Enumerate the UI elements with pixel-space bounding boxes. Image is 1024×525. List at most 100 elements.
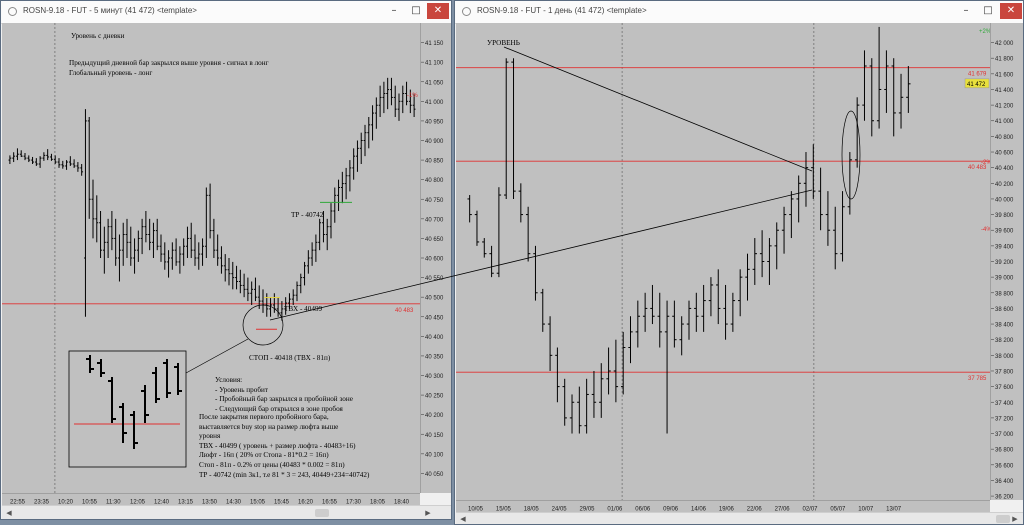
x-tick-label: 16:55 xyxy=(322,500,338,506)
inset-bar xyxy=(97,359,105,377)
ohlc-bar xyxy=(825,191,831,246)
right-time-axis-svg: 10/05 15/05 18/05 24/05 29/05 01/06 06/06 09/06… xyxy=(468,507,902,513)
close-icon[interactable]: ✕ xyxy=(1000,3,1022,19)
y-tick-label: 36 400 xyxy=(995,479,1014,485)
annotation-global-level: Глобальный уровень - лонг xyxy=(69,69,153,77)
annotation-tvh: ТВХ - 40499 xyxy=(284,305,323,313)
y-tick-label: 40 300 xyxy=(425,374,444,380)
y-tick-label: 37 200 xyxy=(995,416,1014,422)
ohlc-bar xyxy=(46,149,50,161)
left-time-axis[interactable]: 22:55 23:35 10:20 10:55 11:30 12:05 12:40 13:15… xyxy=(2,493,420,506)
ohlc-bar xyxy=(378,85,382,117)
ohlc-bar xyxy=(518,183,524,223)
ohlc-bar xyxy=(599,363,604,418)
scroll-left-icon[interactable]: ◀ xyxy=(6,509,12,517)
ohlc-bar xyxy=(50,153,53,161)
left-time-axis-svg: 22:55 23:35 10:20 10:55 11:30 12:05 12:40 13:15… xyxy=(10,500,410,506)
ohlc-bar xyxy=(250,281,254,305)
ohlc-bar xyxy=(31,156,34,164)
y-tick-label: 38 600 xyxy=(995,307,1014,313)
right-plot-area[interactable]: 41 679 40 483 37 785 +2% -2% -4% 41 472 xyxy=(456,23,990,500)
annotation-level-heading: Уровень с дневки xyxy=(71,32,125,40)
ohlc-bar xyxy=(474,210,480,246)
ohlc-bar xyxy=(201,238,204,266)
ohlc-bar xyxy=(136,230,140,262)
calc-line: уровня xyxy=(199,432,221,441)
inset-bar xyxy=(141,385,149,423)
ohlc-bar xyxy=(382,81,386,114)
right-horizontal-scrollbar[interactable]: ◀ ▶ xyxy=(456,512,1023,524)
ohlc-bar xyxy=(876,26,882,129)
level-price-label: 37 785 xyxy=(968,376,987,382)
calc-line: Стоп - 81п - 0.2% от цены (40483 * 0.002… xyxy=(199,460,345,469)
ohlc-bar xyxy=(397,93,401,121)
ohlc-bar xyxy=(803,152,809,207)
x-tick-label: 12:05 xyxy=(130,500,146,506)
ohlc-bar xyxy=(84,109,87,317)
ohlc-bar xyxy=(701,284,706,332)
x-tick-label: 29/05 xyxy=(580,507,596,513)
ohlc-bar xyxy=(504,58,509,199)
ohlc-bar xyxy=(591,370,597,418)
right-title-bar[interactable]: ROSN-9.18 - FUT - 1 день (41 472) <templ… xyxy=(455,1,1023,24)
inset-bar xyxy=(108,377,116,423)
scroll-right-icon[interactable]: ▶ xyxy=(1012,515,1018,523)
ohlc-bar xyxy=(840,191,845,262)
percent-label: -2% xyxy=(981,160,990,166)
scroll-left-icon[interactable]: ◀ xyxy=(460,515,466,523)
ohlc-bar xyxy=(174,238,178,266)
right-chart-window[interactable]: ROSN-9.18 - FUT - 1 день (41 472) <templ… xyxy=(454,0,1024,525)
calc-line: После закрытия первого пробойного бара, xyxy=(199,413,329,421)
x-tick-label: 17:30 xyxy=(346,500,362,506)
y-tick-label: 39 000 xyxy=(995,276,1014,282)
right-time-axis[interactable]: 10/05 15/05 18/05 24/05 29/05 01/06 06/06 09/06… xyxy=(456,500,990,513)
level-price-label: 41 679 xyxy=(968,72,987,78)
ohlc-bar xyxy=(8,155,12,164)
ohlc-bar xyxy=(152,222,155,258)
ohlc-bar xyxy=(254,277,257,302)
x-tick-label: 18/05 xyxy=(524,507,540,513)
ohlc-bar xyxy=(95,195,99,243)
x-tick-label: 15:05 xyxy=(250,500,266,506)
scroll-right-icon[interactable]: ▶ xyxy=(425,509,431,517)
ohlc-bar xyxy=(363,124,367,157)
x-tick-label: 02/07 xyxy=(803,507,819,513)
ohlc-bar xyxy=(555,347,560,403)
y-tick-label: 37 400 xyxy=(995,401,1014,407)
minimize-icon[interactable]: – xyxy=(963,5,969,16)
right-window-title: ROSN-9.18 - FUT - 1 день (41 472) <templ… xyxy=(477,6,647,15)
y-tick-label: 41 400 xyxy=(995,88,1014,94)
right-scroll-thumb[interactable] xyxy=(996,515,1010,523)
ohlc-bar xyxy=(340,171,344,204)
y-tick-label: 40 900 xyxy=(425,139,444,145)
right-price-axis[interactable]: 42 000 41 800 41 600 41 400 41 200 41 000 40 8… xyxy=(990,23,1023,501)
x-tick-label: 14:30 xyxy=(226,500,242,506)
calc-line: Люфт - 16п ( 20% от Стопа - 81*0.2 = 16п… xyxy=(199,451,329,460)
ohlc-bar xyxy=(405,81,408,106)
x-tick-label: 10:20 xyxy=(58,500,74,506)
ohlc-bar xyxy=(310,242,314,266)
ohlc-bar xyxy=(223,254,227,282)
close-icon[interactable]: ✕ xyxy=(427,3,449,19)
ohlc-bar xyxy=(272,293,276,313)
y-tick-label: 38 000 xyxy=(995,354,1014,360)
ohlc-bar xyxy=(401,85,405,114)
maximize-icon[interactable]: □ xyxy=(411,5,421,16)
y-tick-label: 41 000 xyxy=(425,100,444,106)
ohlc-bar xyxy=(679,316,684,356)
minimize-icon[interactable]: – xyxy=(391,5,397,16)
left-chart-window[interactable]: ROSN-9.18 - FUT - 5 минут (41 472) <temp… xyxy=(0,0,452,520)
ohlc-bar xyxy=(547,316,553,371)
left-horizontal-scrollbar[interactable]: ◀ ▶ xyxy=(2,505,451,519)
ohlc-bar xyxy=(303,261,306,286)
y-tick-label: 41 600 xyxy=(995,72,1014,78)
ohlc-bar xyxy=(737,269,743,317)
left-title-bar[interactable]: ROSN-9.18 - FUT - 5 минут (41 472) <temp… xyxy=(1,1,451,24)
inset-bar xyxy=(174,363,182,395)
left-scroll-thumb[interactable] xyxy=(315,509,329,517)
ohlc-bar xyxy=(204,187,208,258)
ohlc-bar xyxy=(295,281,299,302)
left-price-axis[interactable]: 41 150 41 100 41 050 41 000 40 950 40 900 40 8… xyxy=(420,23,451,493)
maximize-icon[interactable]: □ xyxy=(983,5,993,16)
ohlc-bar xyxy=(163,242,167,270)
